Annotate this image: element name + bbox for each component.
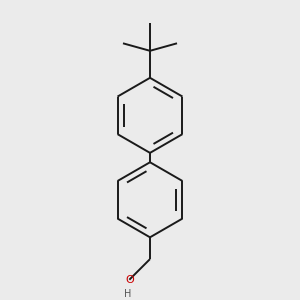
Text: H: H: [124, 289, 131, 299]
Text: O: O: [125, 275, 134, 285]
